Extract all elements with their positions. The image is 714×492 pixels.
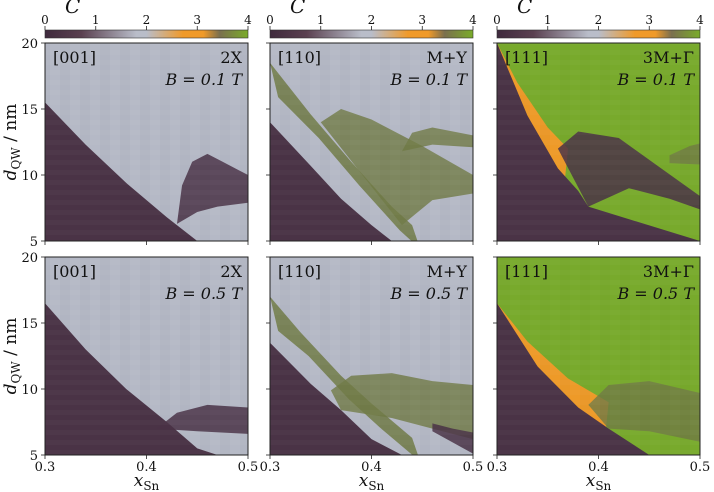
colorbar-tick-label: 4: [244, 13, 252, 27]
y-axis-label: dQW / nm: [1, 104, 23, 181]
x-tick-label: 0.5: [238, 460, 259, 475]
y-tick-label: 20: [21, 251, 38, 266]
x-tick-label: 0.4: [361, 460, 382, 475]
y-tick-label: 5: [30, 449, 38, 464]
panel-3: [111] 3M+Γ B = 0.1 T: [493, 42, 701, 245]
panel-4: [001] 2X B = 0.5 T 0.3 0.4 0.5 5 10 15 20: [21, 251, 258, 475]
x-axis-label: xSn: [359, 471, 385, 492]
panel-direction: [110]: [278, 262, 321, 281]
x-tick-label: 0.5: [690, 460, 711, 475]
x-tick-label: 0.5: [463, 460, 484, 475]
x-tick-label: 0.3: [487, 460, 508, 475]
colorbar-label: C: [290, 0, 305, 18]
x-tick-label: 0.3: [260, 460, 281, 475]
y-tick-label: 5: [30, 235, 38, 250]
panels: [001] 2X B = 0.1 T 5 10 15 20 [110] M+Y B = 0.1 T…: [21, 37, 710, 475]
pixel-grid: [270, 43, 473, 241]
colorbar-tick-label: 2: [143, 13, 151, 27]
panel-field: B = 0.5 T: [389, 284, 468, 303]
panel-valley: M+Y: [427, 262, 468, 281]
panel-direction: [110]: [278, 48, 321, 67]
pixel-grid: [497, 257, 700, 455]
y-axis-label: dQW / nm: [1, 318, 23, 395]
colorbar-2: [269, 29, 474, 39]
panel-6: [111] 3M+Γ B = 0.5 T 0.3 0.4 0.5: [487, 256, 711, 475]
colorbars: C 0 1 2 3 4 C 0 1 2 3 4 C 0 1 2 3 4: [41, 0, 704, 39]
x-axis-label: xSn: [134, 471, 160, 492]
colorbar-tick-label: 3: [193, 13, 201, 27]
panel-valley: M+Y: [427, 48, 468, 67]
colorbar-tick-label: 0: [493, 13, 501, 27]
colorbar-label: C: [65, 0, 80, 18]
colorbar-tick-label: 3: [645, 13, 653, 27]
panel-direction: [111]: [505, 48, 548, 67]
pixel-grid: [45, 43, 248, 241]
panel-direction: [001]: [53, 48, 96, 67]
colorbar-tick-label: 1: [544, 13, 552, 27]
colorbar-tick-label: 1: [92, 13, 100, 27]
x-tick-label: 0.3: [35, 460, 56, 475]
x-axis-label: xSn: [586, 471, 612, 492]
panel-valley: 2X: [220, 48, 242, 67]
colorbar-1: [44, 29, 249, 39]
panel-field: B = 0.5 T: [164, 284, 243, 303]
pixel-grid: [45, 257, 248, 455]
panel-direction: [001]: [53, 262, 96, 281]
axes-labels: xSn xSn xSn dQW / nm dQW / nm: [1, 104, 612, 492]
panel-valley: 3M+Γ: [643, 262, 694, 281]
x-tick-label: 0.4: [136, 460, 157, 475]
colorbar-label: C: [517, 0, 532, 18]
panel-1: [001] 2X B = 0.1 T 5 10 15 20: [21, 37, 249, 250]
panel-field: B = 0.1 T: [389, 70, 468, 89]
colorbar-tick-label: 4: [469, 13, 477, 27]
y-tick-label: 20: [21, 37, 38, 52]
colorbar-tick-label: 1: [317, 13, 325, 27]
panel-valley: 3M+Γ: [643, 48, 694, 67]
pixel-grid: [270, 257, 473, 455]
colorbar-tick-label: 0: [41, 13, 49, 27]
y-tick-label: 10: [21, 169, 38, 184]
colorbar-tick-label: 4: [696, 13, 704, 27]
panel-field: B = 0.5 T: [616, 284, 695, 303]
y-tick-label: 15: [21, 103, 38, 118]
colorbar-tick-label: 2: [595, 13, 603, 27]
panel-valley: 2X: [220, 262, 242, 281]
y-tick-label: 10: [21, 383, 38, 398]
colorbar-tick-label: 0: [266, 13, 274, 27]
pixel-grid: [497, 43, 700, 241]
panel-2: [110] M+Y B = 0.1 T: [266, 42, 474, 245]
colorbar-3: [496, 29, 701, 39]
panel-direction: [111]: [505, 262, 548, 281]
colorbar-tick-label: 2: [368, 13, 376, 27]
panel-field: B = 0.1 T: [164, 70, 243, 89]
colorbar-tick-label: 3: [418, 13, 426, 27]
panel-field: B = 0.1 T: [616, 70, 695, 89]
panel-5: [110] M+Y B = 0.5 T 0.3 0.4 0.5: [260, 256, 484, 475]
x-tick-label: 0.4: [588, 460, 609, 475]
y-tick-label: 15: [21, 317, 38, 332]
